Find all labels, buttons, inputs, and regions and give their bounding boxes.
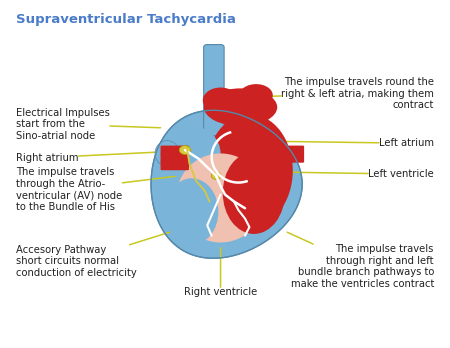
Circle shape bbox=[179, 145, 191, 155]
FancyBboxPatch shape bbox=[161, 161, 189, 170]
FancyBboxPatch shape bbox=[204, 45, 224, 136]
Ellipse shape bbox=[239, 84, 273, 106]
Text: Accesory Pathway
short circuits normal
conduction of electricity: Accesory Pathway short circuits normal c… bbox=[16, 229, 180, 278]
Text: The impulse travels round the
right & left atria, making them
contract: The impulse travels round the right & le… bbox=[249, 77, 434, 110]
Text: The impulse travels
through the Atrio-
ventricular (AV) node
to the Bundle of Hi: The impulse travels through the Atrio- v… bbox=[16, 167, 194, 212]
Ellipse shape bbox=[165, 178, 218, 245]
FancyBboxPatch shape bbox=[277, 145, 304, 155]
Text: Left atrium: Left atrium bbox=[285, 138, 434, 148]
Ellipse shape bbox=[203, 88, 239, 113]
Text: The impulse travels
through right and left
bundle branch pathways to
make the ve: The impulse travels through right and le… bbox=[287, 232, 434, 289]
Ellipse shape bbox=[206, 114, 293, 227]
FancyBboxPatch shape bbox=[217, 106, 255, 121]
Ellipse shape bbox=[252, 106, 270, 121]
Ellipse shape bbox=[223, 152, 285, 234]
Circle shape bbox=[211, 172, 221, 180]
Ellipse shape bbox=[204, 88, 277, 126]
Text: Electrical Impulses
start from the
Sino-atrial node: Electrical Impulses start from the Sino-… bbox=[16, 108, 161, 141]
Text: Left ventricle: Left ventricle bbox=[292, 169, 434, 179]
Text: Right ventricle: Right ventricle bbox=[184, 248, 257, 297]
FancyBboxPatch shape bbox=[277, 153, 304, 163]
FancyBboxPatch shape bbox=[161, 153, 189, 163]
Text: Right atrium: Right atrium bbox=[16, 152, 165, 163]
FancyBboxPatch shape bbox=[161, 145, 189, 155]
Polygon shape bbox=[151, 110, 302, 258]
Ellipse shape bbox=[163, 126, 220, 181]
Ellipse shape bbox=[163, 177, 234, 246]
Ellipse shape bbox=[176, 153, 265, 243]
Text: Supraventricular Tachycardia: Supraventricular Tachycardia bbox=[16, 13, 236, 26]
Ellipse shape bbox=[155, 141, 180, 166]
